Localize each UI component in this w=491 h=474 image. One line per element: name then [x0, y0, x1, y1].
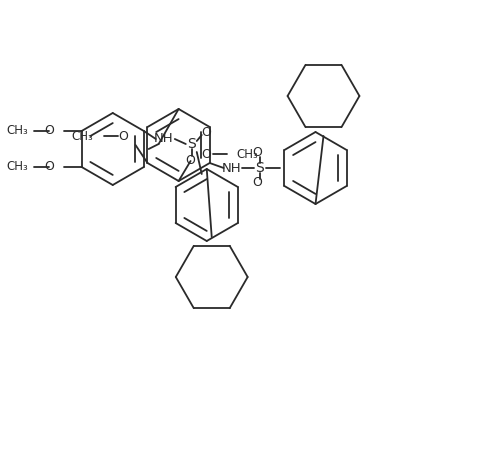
Text: CH₃: CH₃	[6, 125, 27, 137]
Text: O: O	[119, 129, 129, 143]
Text: O: O	[201, 126, 211, 138]
Text: CH₃: CH₃	[237, 147, 258, 161]
Text: O: O	[202, 147, 212, 161]
Text: O: O	[44, 161, 54, 173]
Text: O: O	[253, 176, 263, 190]
Text: S: S	[255, 161, 264, 175]
Text: CH₃: CH₃	[6, 161, 27, 173]
Text: O: O	[253, 146, 263, 159]
Text: S: S	[188, 137, 196, 151]
Text: O: O	[44, 125, 54, 137]
Text: NH: NH	[222, 162, 242, 174]
Text: NH: NH	[154, 133, 174, 146]
Text: O: O	[185, 154, 195, 166]
Text: CH₃: CH₃	[72, 129, 94, 143]
